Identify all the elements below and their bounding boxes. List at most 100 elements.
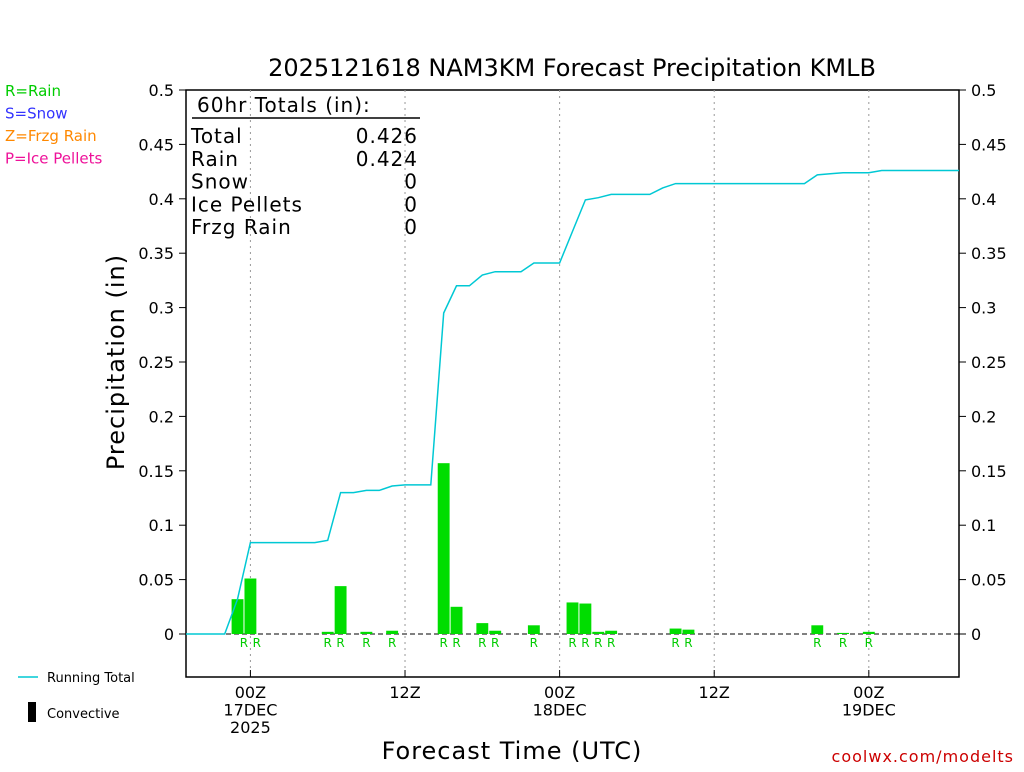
y-tick-label-right: 0.45: [971, 135, 1007, 154]
ptype-mark: R: [568, 636, 576, 650]
convective-bars: [231, 463, 875, 634]
running-total-line: [186, 169, 959, 635]
ptype-mark: R: [594, 636, 602, 650]
legend-convective-label: Convective: [47, 707, 120, 722]
ptype-mark: R: [671, 636, 679, 650]
precip-bar: [437, 463, 450, 634]
ptype-legend-item: P=Ice Pellets: [5, 150, 102, 168]
legend-running-label: Running Total: [47, 671, 135, 686]
y-tick-label: 0.45: [138, 135, 174, 154]
precip-bar: [811, 625, 824, 634]
ptype-mark: R: [452, 636, 460, 650]
totals-label: Ice Pellets: [191, 192, 303, 216]
totals-value: 0: [404, 192, 418, 216]
precip-bar: [837, 632, 849, 634]
y-tick-label: 0.5: [149, 81, 174, 100]
ptype-mark: R: [362, 636, 370, 650]
x-tick-label: 12Z: [699, 683, 730, 702]
ptype-mark: R: [324, 636, 332, 650]
ptype-mark: R: [478, 636, 486, 650]
totals-label: Snow: [191, 170, 249, 194]
y-tick-label: 0.3: [149, 299, 174, 318]
precip-bar: [334, 586, 347, 634]
y-axis-left: 0.5 0.45 0.4 0.35 0.3 0.25 0.2 0.15 0.1 0.05 0: [138, 81, 186, 644]
ptype-mark: R: [581, 636, 589, 650]
legend-running-total: Running Total: [18, 671, 135, 686]
precip-bar: [360, 631, 373, 634]
y-tick-label: 0.35: [138, 244, 174, 263]
ptype-mark: R: [813, 636, 821, 650]
legend-convective-swatch: [28, 702, 36, 722]
ptype-mark: R: [253, 636, 261, 650]
x-tick-label: 00Z: [544, 683, 575, 702]
totals-label: Rain: [191, 147, 239, 171]
ptype-mark: R: [439, 636, 447, 650]
x-tick-label: 12Z: [389, 683, 420, 702]
precip-bar: [862, 631, 875, 634]
chart-title: 2025121618 NAM3KM Forecast Precipitation…: [268, 54, 876, 82]
precip-bar: [566, 602, 579, 634]
x-tick-label: 00Z: [853, 683, 884, 702]
ptype-mark: R: [684, 636, 692, 650]
totals-label: Frzg Rain: [191, 215, 292, 239]
precip-bar: [231, 599, 244, 634]
credit-text: coolwx.com/modelts: [832, 747, 1014, 766]
x-tick-label: 17DEC: [223, 701, 277, 720]
ptype-mark: R: [336, 636, 344, 650]
y-tick-label-right: 0.5: [971, 81, 996, 100]
x-tick-label: 2025: [230, 718, 271, 737]
precip-bar: [450, 606, 463, 634]
totals-label: Total: [190, 124, 243, 148]
y-tick-label-right: 0: [971, 625, 981, 644]
x-axis-title: Forecast Time (UTC): [382, 737, 643, 765]
plot-frame: [185, 89, 960, 678]
ptype-mark: R: [839, 636, 847, 650]
y-tick-label: 0.25: [138, 353, 174, 372]
totals-heading: 60hr Totals (in):: [197, 93, 371, 117]
precip-bar: [592, 631, 605, 634]
y-axis-right: 0.5 0.45 0.4 0.35 0.3 0.25 0.2 0.15 0.1 0.05 0: [959, 81, 1007, 644]
y-tick-label-right: 0.4: [971, 190, 996, 209]
precip-bar: [682, 629, 695, 634]
precip-bar: [489, 630, 502, 634]
y-axis-title: Precipitation (in): [102, 254, 130, 470]
gridlines: [249, 90, 870, 677]
y-tick-label-right: 0.15: [971, 462, 1007, 481]
legend-convective: Convective: [28, 702, 120, 722]
precip-bar: [244, 578, 257, 634]
ptype-mark: R: [607, 636, 615, 650]
ptype-mark: R: [530, 636, 538, 650]
totals-box: 60hr Totals (in): Total 0.426 Rain 0.424 Sno…: [190, 93, 420, 239]
y-tick-label: 0.4: [149, 190, 174, 209]
y-tick-label-right: 0.3: [971, 299, 996, 318]
totals-value: 0: [404, 215, 418, 239]
precip-bar: [669, 628, 682, 634]
ptype-legend: R=Rain S=Snow Z=Frzg Rain P=Ice Pellets: [5, 82, 102, 168]
y-tick-label: 0.15: [138, 462, 174, 481]
x-tick-label: 00Z: [235, 683, 266, 702]
precip-bar: [527, 625, 540, 634]
totals-value: 0.424: [356, 147, 418, 171]
y-tick-label: 0.1: [149, 516, 174, 535]
y-tick-label: 0.05: [138, 571, 174, 590]
ptype-mark: R: [865, 636, 873, 650]
y-tick-label-right: 0.1: [971, 516, 996, 535]
totals-value: 0.426: [356, 124, 418, 148]
y-tick-label-right: 0.35: [971, 244, 1007, 263]
ptype-mark: R: [388, 636, 396, 650]
precip-bar: [321, 631, 334, 634]
ptype-legend-item: S=Snow: [5, 105, 68, 123]
y-tick-label-right: 0.25: [971, 353, 1007, 372]
ptype-legend-item: Z=Frzg Rain: [5, 127, 97, 145]
precip-bar: [476, 623, 489, 634]
ptype-legend-item: R=Rain: [5, 82, 61, 100]
x-tick-label: 19DEC: [842, 701, 896, 720]
ptype-mark: R: [491, 636, 499, 650]
y-tick-label: 0.2: [149, 407, 174, 426]
totals-value: 0: [404, 170, 418, 194]
y-tick-label: 0: [164, 625, 174, 644]
x-tick-label: 18DEC: [533, 701, 587, 720]
